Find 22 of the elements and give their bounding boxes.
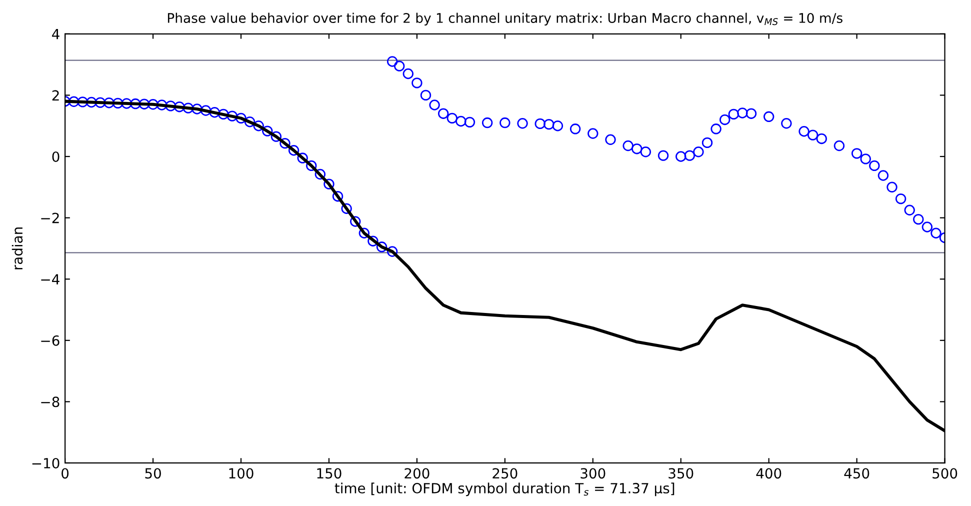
y-tick-label: −2 [41, 212, 59, 224]
x-tick-label: 250 [492, 468, 518, 479]
x-tick-label: 50 [145, 468, 161, 479]
x-tick-label: 0 [62, 468, 69, 479]
x-tick-label: 500 [932, 468, 958, 479]
x-tick-label: 150 [317, 468, 342, 479]
x-tick-label: 200 [404, 468, 430, 479]
y-tick-label: 0 [52, 151, 60, 162]
chart-title: Phase value behavior over time for 2 by 1 channel unitary matrix: Urban Macro channel, v$_{MS}$ = 10 m/s [168, 12, 842, 26]
x-tick-label: 400 [756, 468, 782, 479]
y-tick-label: 4 [52, 29, 60, 40]
x-axis-title: time [unit: OFDM symbol duration T$_{s}$ = 71.37 μs] [334, 482, 674, 496]
y-axis-title: radian [12, 228, 23, 270]
y-tick-label: 2 [52, 90, 59, 100]
y-tick-label: −6 [41, 335, 60, 346]
y-tick-label: −10 [32, 458, 60, 468]
y-tick-label: −8 [41, 396, 60, 408]
y-tick-label: −4 [41, 274, 60, 284]
x-tick-label: 100 [229, 468, 254, 479]
x-tick-label: 350 [668, 468, 694, 479]
x-tick-label: 450 [844, 468, 870, 479]
x-tick-label: 300 [580, 468, 606, 479]
